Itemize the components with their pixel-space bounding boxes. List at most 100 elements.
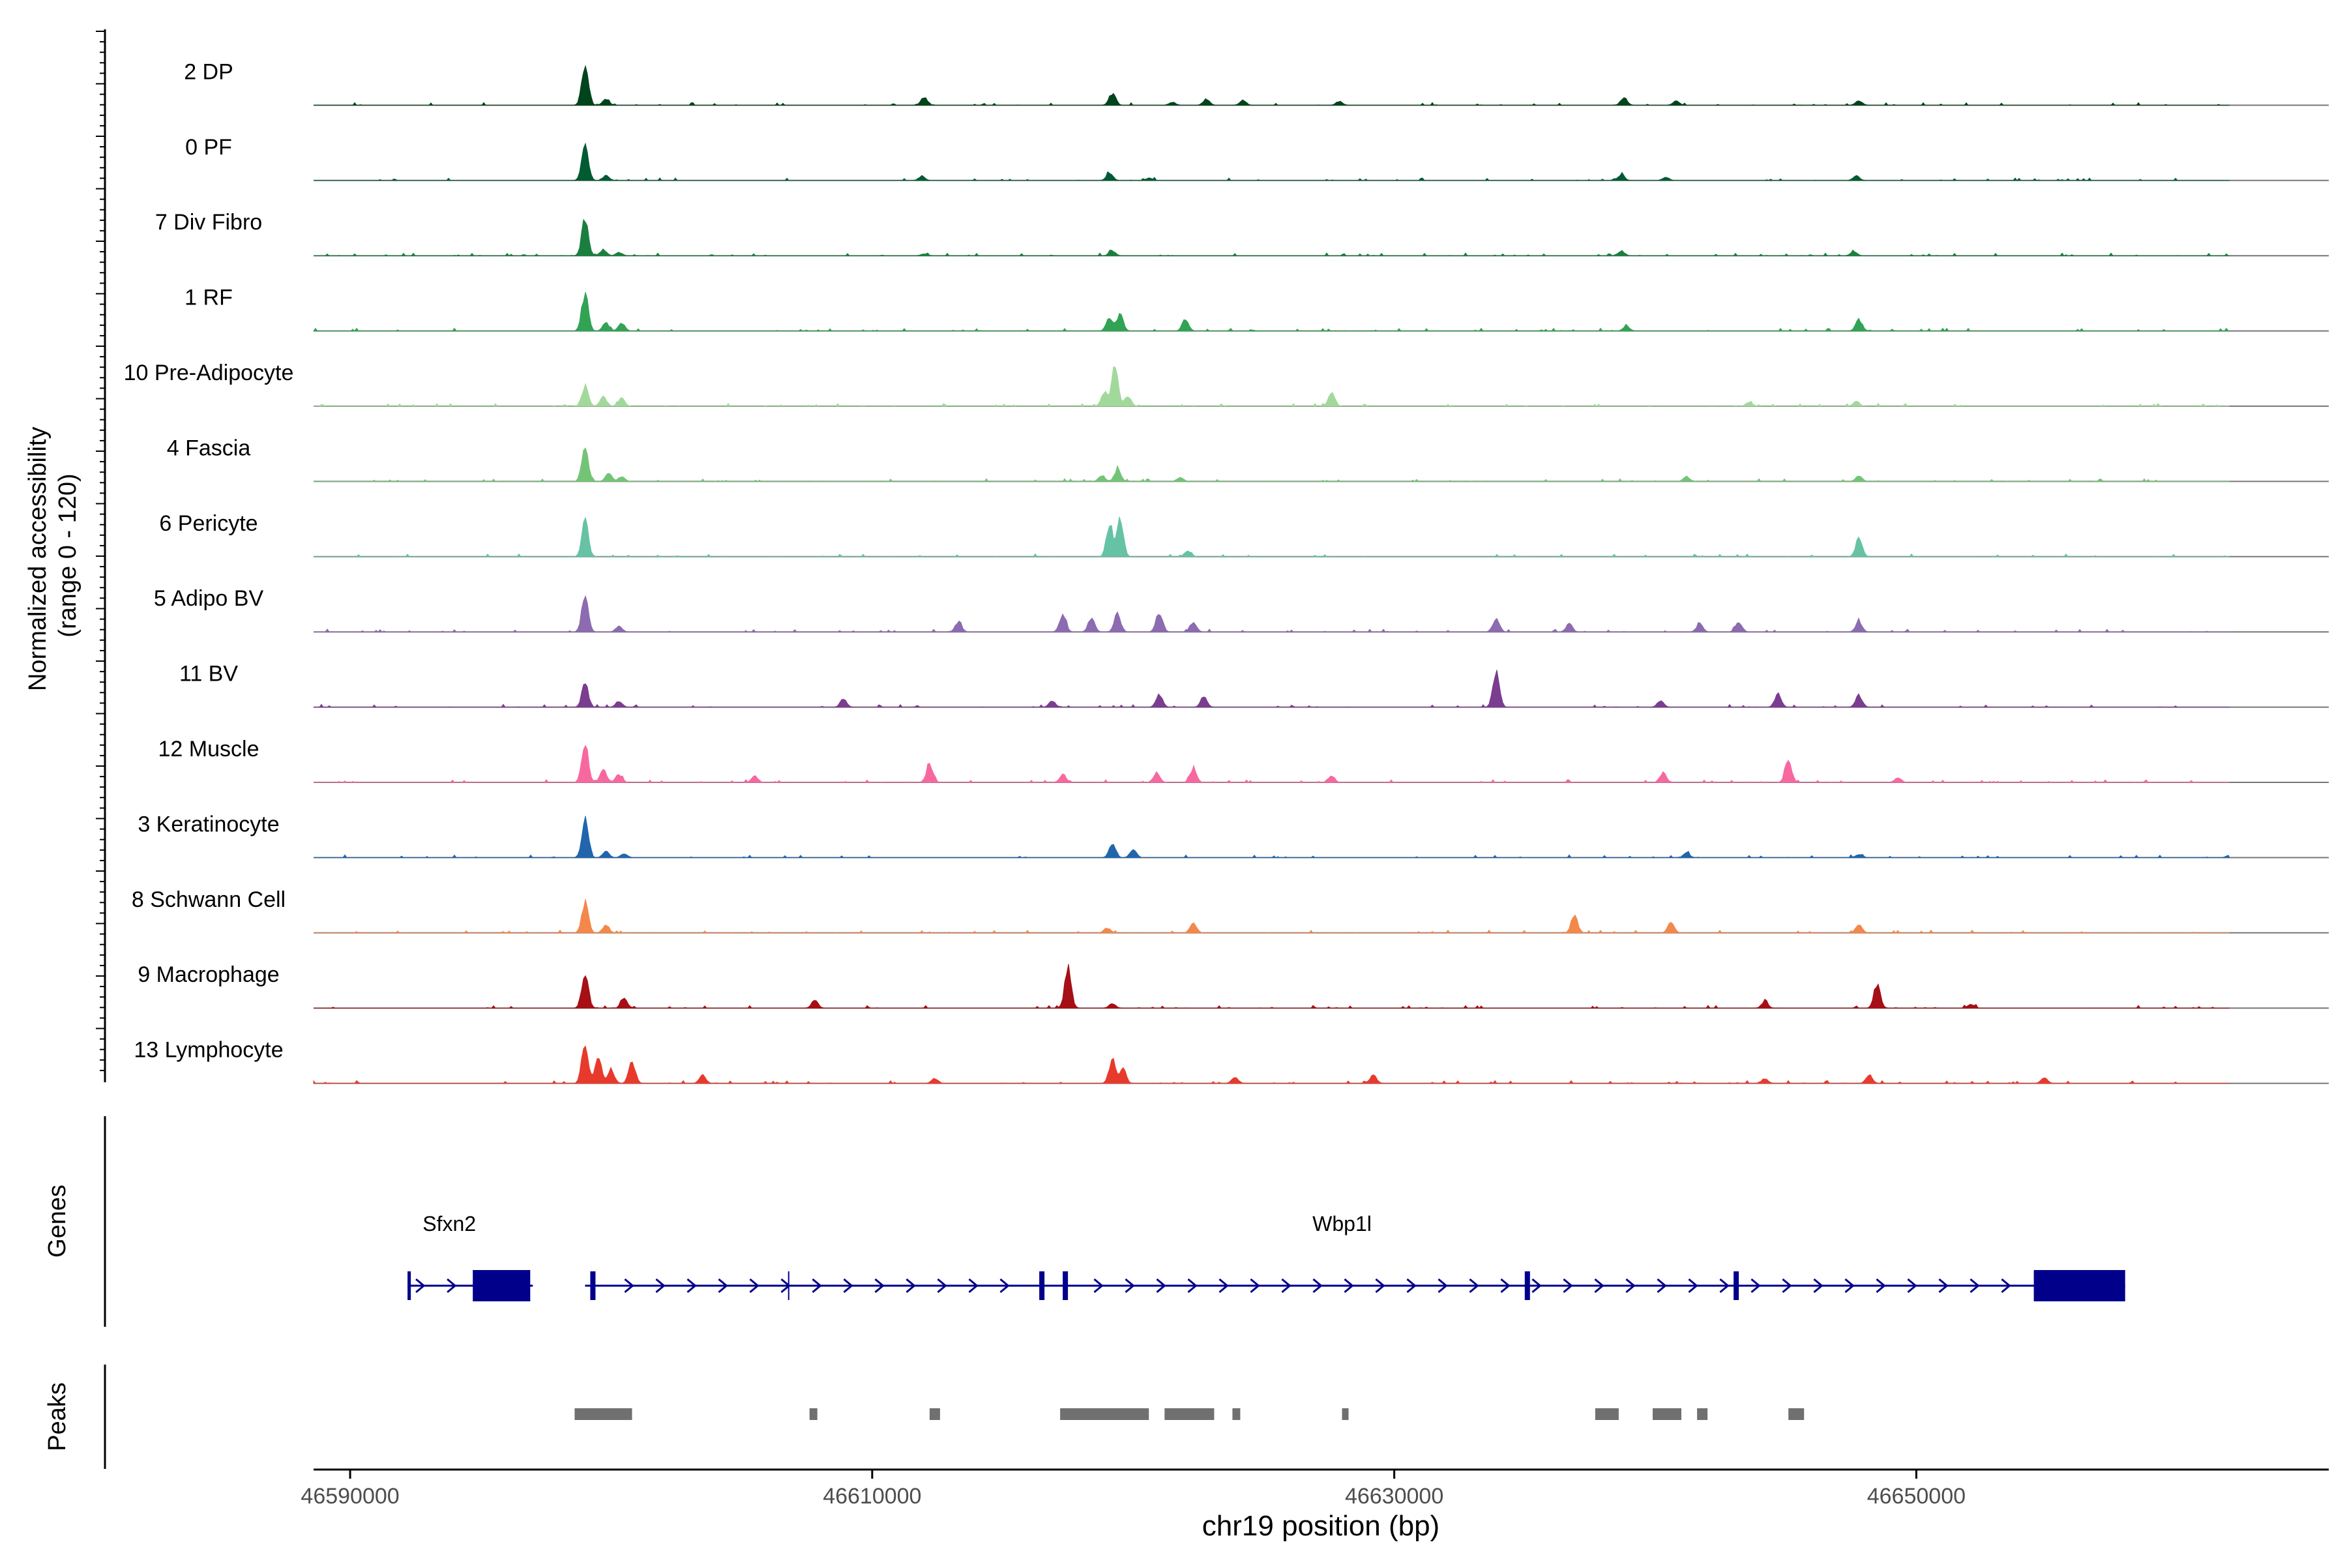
x-axis-label: chr19 position (bp) (1202, 1510, 1439, 1542)
gene-label: Wbp1l (1312, 1212, 1372, 1235)
x-axis-tick-label: 46590000 (301, 1484, 399, 1509)
coverage-area (314, 366, 2230, 407)
peak-region (1164, 1408, 1215, 1420)
strand-arrow (937, 1278, 947, 1294)
coverage-area (314, 142, 2230, 181)
strand-arrow (1657, 1278, 1667, 1294)
strand-arrow (1876, 1278, 1886, 1294)
track-label: 0 PF (185, 135, 232, 160)
strand-arrow (968, 1278, 979, 1294)
coverage-area (314, 816, 2230, 858)
strand-arrow (1594, 1278, 1604, 1294)
strand-arrow (1844, 1278, 1855, 1294)
gene-sfxn2: Sfxn2 (407, 1212, 533, 1301)
gene-exon (1734, 1271, 1739, 1300)
track-label: 9 Macrophage (138, 962, 279, 987)
strand-arrow (1312, 1278, 1323, 1294)
peak-region (929, 1408, 940, 1420)
track-label: 7 Div Fibro (155, 210, 262, 235)
gene-exon (407, 1271, 411, 1300)
strand-arrow (1970, 1278, 1980, 1294)
strand-arrow (415, 1278, 426, 1294)
coverage-area (314, 964, 2230, 1009)
y-axis-label: Normalized accessibility (range 0 - 120) (24, 420, 81, 691)
coverage-track-14: 13 Lymphocyte (134, 1038, 2329, 1084)
strand-arrow (1093, 1278, 1104, 1294)
coverage-y-axis: Normalized accessibility (range 0 - 120) (24, 29, 106, 1082)
strand-arrow (2001, 1278, 2011, 1294)
track-label: 13 Lymphocyte (134, 1038, 283, 1063)
strand-arrow (999, 1278, 1010, 1294)
coverage-area (314, 898, 2230, 934)
strand-arrow (624, 1278, 634, 1294)
coverage-track-5: 10 Pre-Adipocyte (124, 361, 2329, 407)
coverage-track-9: 11 BV (179, 662, 2329, 708)
coverage-track-6: 4 Fascia (167, 436, 2329, 482)
coverage-track-12: 8 Schwann Cell (132, 887, 2329, 934)
x-axis-tick-label: 46610000 (823, 1484, 921, 1509)
strand-arrow (1750, 1278, 1761, 1294)
gene-models: Sfxn2 Wbp1l (407, 1212, 2125, 1301)
strand-arrow (1344, 1278, 1354, 1294)
strand-arrow (686, 1278, 697, 1294)
coverage-area (314, 218, 2230, 256)
coverage-tracks: 2 DP 0 PF 7 Div Fibro 1 RF 10 Pre-Adipocyte 4… (124, 59, 2329, 1084)
coverage-track-10: 12 Muscle (158, 737, 2329, 783)
strand-arrow (1719, 1278, 1730, 1294)
strand-arrow (1531, 1278, 1542, 1294)
track-label: 2 DP (184, 59, 233, 84)
x-axis-tick-label: 46630000 (1345, 1484, 1443, 1509)
y-axis-ticks (96, 31, 105, 1071)
peak-region (574, 1408, 632, 1420)
strand-arrow (874, 1278, 885, 1294)
coverage-area (314, 745, 2230, 783)
track-label: 3 Keratinocyte (138, 812, 279, 836)
strand-arrow (1688, 1278, 1698, 1294)
x-axis: 46590000 46610000 46630000 46650000 chr19 p… (301, 1468, 2329, 1542)
track-label: 5 Adipo BV (154, 586, 264, 611)
peak-region (1697, 1408, 1708, 1420)
strand-arrow (843, 1278, 853, 1294)
coverage-track-2: 0 PF (185, 135, 2329, 181)
gene-label: Sfxn2 (422, 1212, 476, 1235)
strand-arrow (1500, 1278, 1511, 1294)
peaks-panel: Peaks (44, 1365, 1805, 1469)
strand-arrow (1187, 1278, 1198, 1294)
peak-region (1342, 1408, 1349, 1420)
peak-region (1232, 1408, 1241, 1420)
track-label: 4 Fascia (167, 436, 251, 460)
strand-arrow (906, 1278, 916, 1294)
gene-exon (1524, 1271, 1530, 1300)
genes-panel: Genes Sfxn2 Wbp1l (44, 1116, 2125, 1327)
coverage-track-7: 6 Pericyte (159, 511, 2329, 557)
strand-arrow (718, 1278, 728, 1294)
gene-exon (590, 1271, 596, 1300)
strand-arrow (1156, 1278, 1166, 1294)
x-axis-ticks: 46590000 46610000 46630000 46650000 (301, 1470, 1966, 1509)
gene-exon (2033, 1270, 2125, 1301)
y-axis-label-line-1: Normalized accessibility (24, 427, 52, 691)
gene-exon (1063, 1271, 1069, 1300)
coverage-track-11: 3 Keratinocyte (138, 812, 2329, 859)
track-label: 10 Pre-Adipocyte (124, 361, 294, 385)
coverage-area (314, 670, 2230, 708)
strand-arrow (1250, 1278, 1260, 1294)
strand-arrow (1563, 1278, 1573, 1294)
coverage-track-8: 5 Adipo BV (154, 586, 2329, 633)
peak-region (1788, 1408, 1805, 1420)
peak-region (1653, 1408, 1681, 1420)
coverage-track-1: 2 DP (184, 59, 2329, 106)
strand-arrow (1406, 1278, 1417, 1294)
x-axis-tick-label: 46650000 (1867, 1484, 1966, 1509)
strand-arrow (1907, 1278, 1917, 1294)
strand-arrow (1469, 1278, 1479, 1294)
y-axis-label-line-2: (range 0 - 120) (54, 473, 81, 637)
strand-arrow (1782, 1278, 1792, 1294)
strand-arrow (1125, 1278, 1135, 1294)
coverage-track-4: 1 RF (185, 286, 2329, 332)
peaks-track-label: Peaks (44, 1382, 71, 1451)
strand-arrow (749, 1278, 760, 1294)
peak-regions (574, 1408, 1805, 1420)
